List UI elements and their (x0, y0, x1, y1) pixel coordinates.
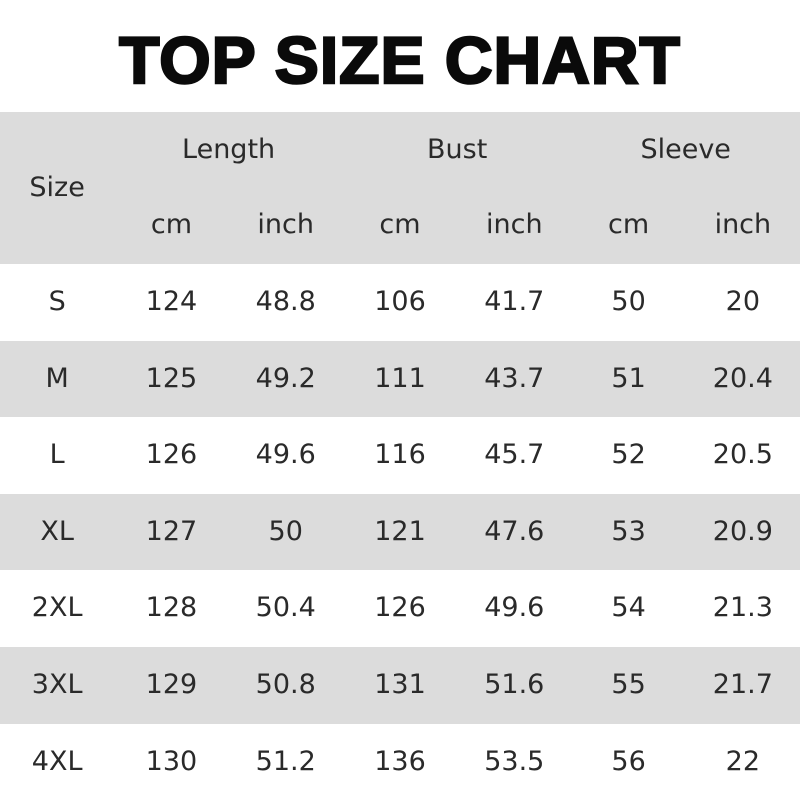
table-row: S 124 48.8 106 41.7 50 20 (0, 264, 800, 341)
table-cell: 20.9 (712, 515, 773, 547)
table-cell: 21.7 (712, 669, 773, 700)
table-cell: 47.6 (484, 515, 545, 547)
table-row: XL 127 50 121 47.6 53 20.9 (0, 493, 800, 571)
table-cell: 56 (611, 745, 646, 777)
header-group-length: Length (182, 134, 276, 165)
table-cell: 48.8 (255, 286, 316, 317)
table-cell: 49.6 (484, 592, 545, 624)
table-cell: 51 (611, 362, 646, 394)
header-unit: cm (150, 209, 192, 240)
table-cell: 55 (611, 669, 646, 700)
table-header: Size Length Bust Sleeve cm inch cm inch cm in… (0, 112, 800, 264)
header-group-sleeve: Sleeve (640, 134, 731, 165)
table-cell: 43.7 (484, 362, 545, 394)
table-cell: 45.7 (484, 439, 545, 471)
table-cell: 54 (611, 592, 646, 624)
table-cell: 50.4 (255, 592, 316, 624)
table-cell: 20.4 (712, 362, 773, 394)
table-cell: 50 (268, 515, 303, 547)
table-row: 4XL 130 51.2 136 53.5 56 22 (0, 724, 800, 800)
size-label: S (48, 286, 66, 317)
header-unit: inch (486, 209, 543, 240)
header-size: Size (29, 172, 85, 203)
table-row: 3XL 129 50.8 131 51.6 55 21.7 (0, 647, 800, 724)
table-cell: 129 (145, 669, 198, 700)
table-cell: 130 (145, 745, 198, 777)
table-cell: 116 (374, 439, 426, 471)
table-cell: 136 (374, 745, 426, 777)
table-cell: 128 (145, 592, 198, 624)
header-unit: inch (714, 209, 772, 240)
table-row: 2XL 128 50.4 126 49.6 54 21.3 (0, 570, 800, 647)
table-cell: 20 (725, 286, 761, 317)
header-unit: inch (257, 209, 314, 240)
table-cell: 49.6 (255, 439, 316, 471)
size-label: 3XL (31, 669, 83, 700)
table-cell: 51.2 (255, 745, 316, 777)
header-group-bust: Bust (427, 134, 488, 165)
size-label: L (49, 439, 65, 471)
table-cell: 125 (145, 362, 198, 394)
table-cell: 50.8 (255, 669, 316, 700)
table-cell: 52 (611, 439, 646, 471)
table-cell: 21.3 (712, 592, 773, 624)
table-cell: 126 (374, 592, 426, 624)
table-cell: 53 (611, 515, 646, 547)
table-cell: 50 (611, 286, 646, 317)
table-cell: 22 (725, 745, 761, 777)
table-cell: 126 (145, 439, 198, 471)
table-cell: 41.7 (484, 286, 545, 317)
table-cell: 53.5 (484, 745, 545, 777)
table-cell: 111 (374, 362, 426, 394)
table-row: M 125 49.2 111 43.7 51 20.4 (0, 340, 800, 418)
header-unit: cm (607, 209, 650, 240)
table-cell: 127 (145, 515, 198, 547)
table-cell: 20.5 (712, 439, 773, 471)
table-cell: 121 (374, 515, 426, 547)
size-label: 2XL (31, 592, 83, 624)
header-unit: cm (379, 209, 421, 240)
table-cell: 106 (374, 286, 426, 317)
size-label: XL (40, 515, 74, 547)
table-row: L 126 49.6 116 45.7 52 20.5 (0, 417, 800, 494)
table-cell: 49.2 (255, 362, 316, 394)
size-label: 4XL (31, 745, 83, 777)
size-label: M (45, 362, 69, 394)
page-title: TOP SIZE CHART (118, 22, 681, 99)
table-cell: 51.6 (484, 669, 545, 700)
table-cell: 131 (374, 669, 426, 700)
table-cell: 124 (145, 286, 198, 317)
